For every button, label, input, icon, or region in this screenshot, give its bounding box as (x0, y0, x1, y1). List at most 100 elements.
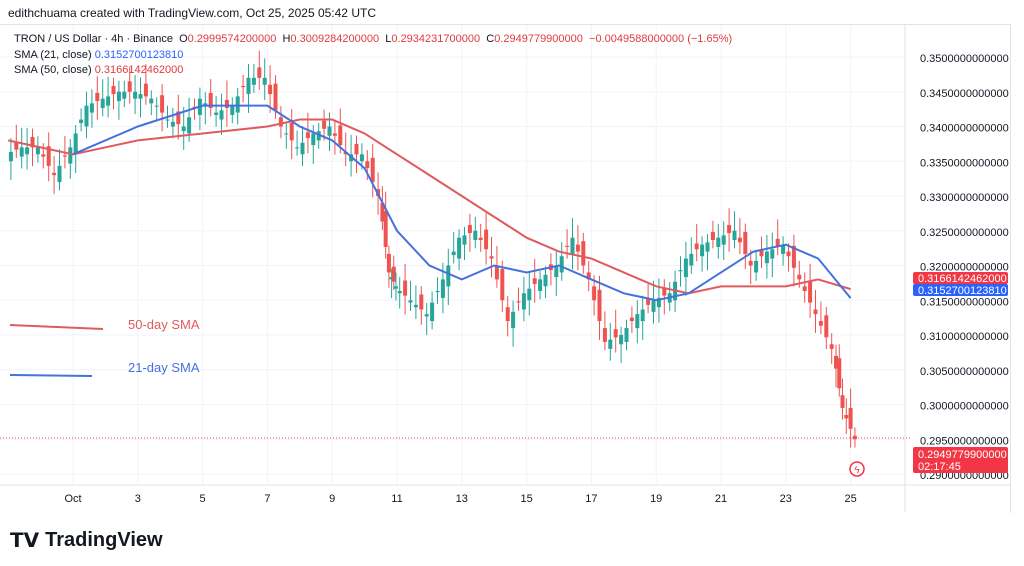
candle (100, 98, 105, 108)
candle (516, 301, 521, 303)
candle (181, 126, 186, 132)
candle (489, 256, 494, 259)
candle (808, 280, 813, 303)
tradingview-logo[interactable]: 𝗧𝗩 TradingView (10, 528, 163, 553)
candle (370, 157, 375, 183)
candle (419, 294, 424, 310)
sma50-annotation-line (9, 324, 104, 330)
candle (95, 92, 100, 102)
candle (581, 241, 586, 266)
candle (262, 77, 267, 85)
candle (732, 230, 737, 241)
candle (316, 131, 321, 141)
y-tick-label: 0.3250000000000 (920, 227, 1009, 239)
y-tick-label: 0.3000000000000 (920, 401, 1009, 413)
candle (62, 155, 67, 157)
candle (403, 280, 408, 296)
low-label: L (385, 33, 392, 45)
candle (133, 91, 138, 99)
sma50-value: 0.3166142462000 (94, 64, 184, 76)
candle (41, 154, 46, 157)
candle (14, 141, 19, 150)
candle (521, 293, 526, 310)
candle (505, 307, 510, 322)
candle (386, 253, 391, 273)
candle (662, 287, 667, 296)
sma50-price-label-text: 0.3166142462000 (918, 273, 1007, 285)
candle (527, 288, 532, 301)
candle (176, 111, 181, 125)
candle (608, 339, 613, 349)
low-value: 0.2934231700000 (391, 33, 481, 45)
candle (295, 147, 300, 149)
chart-frame[interactable] (0, 24, 1011, 513)
candle (467, 224, 472, 234)
candle (424, 314, 429, 317)
x-tick-label: 11 (391, 493, 402, 505)
candle (656, 297, 661, 308)
candle (478, 237, 483, 241)
sma21-annotation: 21-day SMA (128, 360, 200, 375)
candle (770, 249, 775, 259)
candle (813, 309, 818, 315)
candle (457, 237, 462, 259)
candle (764, 251, 769, 264)
candle (35, 147, 40, 155)
candle (122, 91, 127, 99)
close-value: 0.2949779900000 (494, 33, 583, 45)
candle (737, 237, 742, 243)
y-tick-label: 0.3500000000000 (920, 53, 1009, 65)
open-label: O (179, 33, 188, 45)
candle (8, 151, 13, 162)
lightning-icon: ϟ (854, 465, 860, 476)
candle (116, 91, 121, 102)
candle (554, 265, 559, 278)
x-tick-label: 17 (585, 493, 597, 505)
candle (73, 133, 78, 155)
candle (68, 147, 73, 164)
tv-logo-icon: 𝗧𝗩 (10, 530, 40, 552)
candle (852, 435, 857, 440)
y-tick-label: 0.3150000000000 (920, 296, 1009, 308)
candle (602, 328, 607, 342)
candle (727, 224, 732, 234)
y-tick-label: 0.3300000000000 (920, 192, 1009, 204)
candle (597, 289, 602, 322)
candle (570, 237, 575, 254)
candle (840, 395, 845, 408)
candle (781, 244, 786, 254)
y-tick-label: 0.3050000000000 (920, 366, 1009, 378)
candle (619, 335, 624, 345)
high-label: H (282, 33, 291, 45)
logo-text: TradingView (45, 529, 163, 551)
candle (187, 117, 192, 134)
candle (565, 245, 570, 247)
candle (624, 328, 629, 342)
candle (683, 258, 688, 278)
candle (160, 95, 165, 113)
candle (500, 268, 505, 301)
candle (268, 84, 273, 95)
candle (25, 147, 30, 155)
candle (440, 279, 445, 298)
candle (829, 344, 834, 349)
candle (289, 123, 294, 141)
candle (538, 279, 543, 291)
candle (52, 172, 57, 176)
candle (165, 119, 170, 121)
candle (284, 133, 289, 135)
candle (305, 132, 310, 139)
candle (389, 277, 394, 280)
candle (127, 81, 132, 92)
candle (203, 103, 208, 106)
candle (246, 77, 251, 95)
candle (273, 83, 278, 111)
candle (435, 290, 440, 293)
sma21-label: SMA (21, close) (14, 48, 92, 61)
candle (149, 98, 154, 104)
close-label: C (486, 33, 495, 45)
x-tick-label: 7 (264, 493, 270, 505)
candle (689, 253, 694, 266)
candle (338, 125, 343, 146)
